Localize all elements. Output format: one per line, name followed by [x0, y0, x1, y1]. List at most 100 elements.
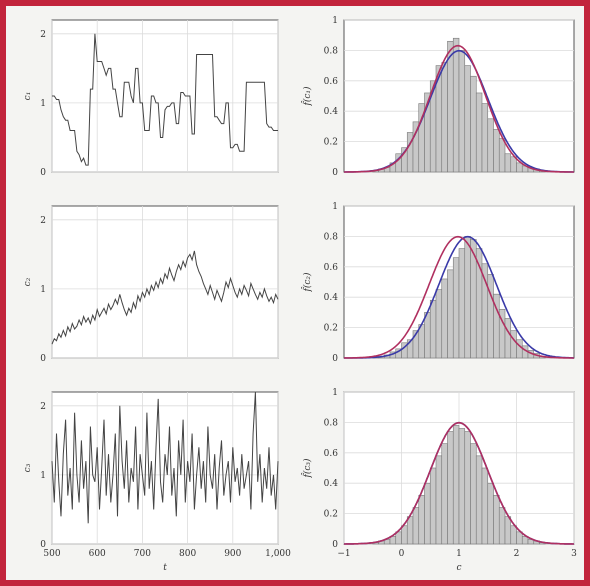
- figure-canvas: 0 1 2 c₁ 0 0.2 0.4 0.6 0.8 1 f̂(c₁) 0 1 2 c₂ 0 0.2 0.4 0.6…: [23, 16, 577, 573]
- x-tick-label: 600: [89, 549, 106, 559]
- x-tick-label: 3: [571, 549, 577, 559]
- x-tick-label: 700: [134, 549, 151, 559]
- histogram-bar: [406, 516, 414, 545]
- panel-right-bottom: 00.20.40.60.81−1 0 1 2 3f̂(c₃)c: [301, 388, 577, 573]
- figure: 0 1 2 c₁ 0 0.2 0.4 0.6 0.8 1 f̂(c₁) 0 1 2 c₂ 0 0.2 0.4 0.6…: [6, 6, 584, 580]
- histogram-bar: [516, 531, 523, 545]
- y-tick-label: 0.6: [324, 449, 339, 459]
- y-tick-label: 0.6: [324, 77, 339, 87]
- y-tick-label: 1: [332, 202, 338, 212]
- panel-left-bottom: 0 1 2 500 600 700 800 900 1,000 c₃ t: [23, 391, 291, 573]
- histogram-bar: [498, 507, 506, 545]
- x-tick-label: 1,000: [265, 549, 291, 559]
- panel-right-middle: 0 0.2 0.4 0.6 0.8 1 f̂(c₂): [301, 202, 575, 364]
- histogram-bar: [470, 443, 477, 545]
- histogram-bar: [504, 516, 512, 545]
- y-tick-label: 0.2: [324, 324, 338, 334]
- y-tick-label: 0.6: [324, 263, 339, 273]
- plot-area: [51, 205, 279, 359]
- histogram-bar: [452, 257, 460, 359]
- y-tick-label: 0: [40, 540, 46, 550]
- panel-right-top: 0 0.2 0.4 0.6 0.8 1 f̂(c₁): [301, 16, 575, 178]
- y-tick-label: 1: [40, 285, 46, 295]
- histogram-bar: [464, 236, 471, 359]
- histogram-bar: [441, 278, 448, 359]
- series-line: [51, 250, 279, 345]
- histogram-bar: [504, 318, 512, 359]
- histogram-bar: [447, 431, 454, 545]
- y-tick-label: 0: [332, 540, 338, 550]
- x-tick-label: 500: [43, 549, 60, 559]
- histogram-bar: [504, 153, 512, 173]
- x-tick-label: 800: [179, 549, 196, 559]
- histogram-bar: [424, 482, 431, 545]
- y-axis-label: f̂(c₂): [301, 272, 313, 292]
- histogram-bar: [475, 455, 483, 545]
- histogram-bar: [441, 62, 448, 173]
- histogram-bar: [447, 40, 454, 173]
- histogram-bar: [441, 443, 448, 545]
- x-tick-label: −1: [337, 549, 350, 559]
- histogram-bar: [516, 339, 523, 359]
- histogram-bar: [475, 92, 483, 173]
- x-axis-label: t: [163, 563, 167, 573]
- y-tick-label: 1: [40, 471, 46, 481]
- plot-area: [51, 19, 279, 173]
- y-tick-label: 0.2: [324, 138, 338, 148]
- y-tick-label: 0.4: [324, 479, 339, 489]
- y-axis-label: f̂(c₃): [301, 458, 313, 478]
- histogram-bar: [481, 467, 489, 545]
- x-tick-label: 1: [456, 549, 462, 559]
- y-axis-label: c₂: [23, 277, 33, 286]
- histogram-bar: [429, 299, 437, 359]
- histogram-bar: [516, 162, 523, 173]
- y-tick-label: 1: [40, 99, 46, 109]
- y-tick-label: 2: [40, 30, 46, 40]
- histogram-bar: [429, 467, 437, 545]
- x-axis-label: c: [456, 563, 461, 573]
- y-axis-label: c₃: [23, 463, 33, 472]
- histogram-bar: [510, 525, 517, 545]
- histogram-bar: [487, 482, 494, 545]
- x-tick-label: 2: [514, 549, 520, 559]
- panel-left-top: 0 1 2 c₁: [23, 19, 279, 178]
- histogram-bar: [493, 495, 500, 545]
- histogram-bar: [487, 274, 494, 359]
- histogram-bar: [510, 156, 517, 173]
- y-tick-label: 1: [332, 388, 338, 398]
- histogram-bar: [481, 103, 489, 173]
- histogram-bar: [452, 425, 460, 545]
- histogram-bar: [464, 431, 471, 545]
- histogram-bar: [452, 37, 460, 173]
- series-line: [51, 391, 279, 524]
- y-axis-label: f̂(c₁): [301, 86, 313, 106]
- histogram-bar: [395, 531, 402, 545]
- y-tick-label: 1: [332, 16, 338, 26]
- density-curve-1: [344, 421, 574, 545]
- histogram-bar: [487, 118, 494, 173]
- histogram-bar: [458, 248, 466, 359]
- histogram-bar: [435, 455, 443, 545]
- x-tick-label: 900: [224, 549, 241, 559]
- x-tick-label: 0: [399, 549, 405, 559]
- histogram-bar: [510, 330, 517, 359]
- y-axis-label: c₁: [23, 92, 33, 101]
- y-tick-label: 0: [332, 168, 338, 178]
- y-tick-label: 2: [40, 216, 46, 226]
- y-tick-label: 0.4: [324, 107, 339, 117]
- histogram-bar: [401, 525, 408, 545]
- histogram-bar: [418, 495, 425, 545]
- y-tick-label: 0.4: [324, 293, 339, 303]
- density-curve-1: [344, 44, 574, 173]
- histogram-bar: [464, 65, 471, 173]
- histogram-bar: [498, 138, 506, 173]
- density-curve-1: [343, 235, 574, 359]
- histogram-bar: [435, 289, 443, 359]
- y-tick-label: 0.8: [324, 232, 339, 242]
- histogram-bar: [424, 312, 431, 359]
- histogram-bar: [493, 129, 500, 173]
- y-tick-label: 0.8: [324, 418, 339, 428]
- series-line: [52, 33, 278, 166]
- y-tick-label: 0.8: [324, 46, 339, 56]
- y-tick-label: 0: [40, 354, 46, 364]
